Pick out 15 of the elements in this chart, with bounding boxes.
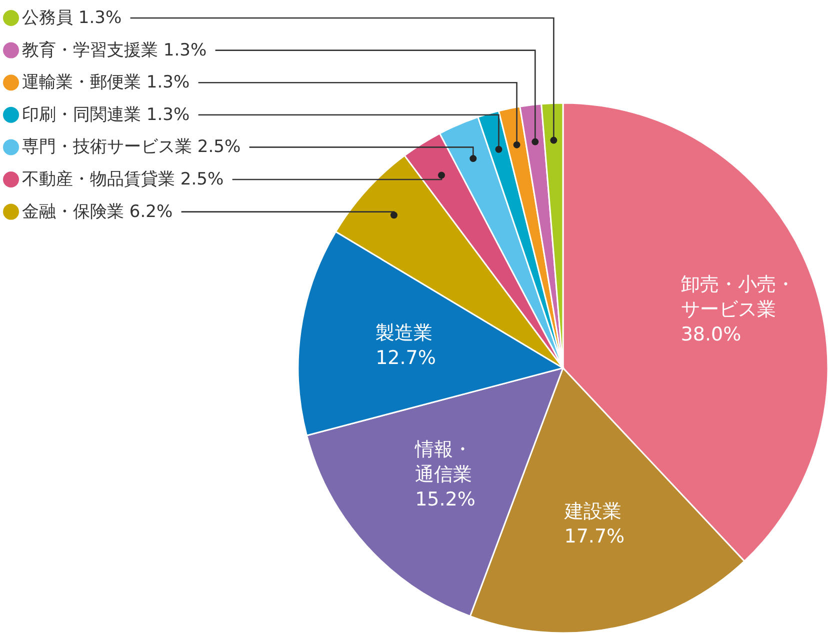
legend-label: 公務員 1.3% — [22, 8, 122, 28]
legend-label: 専門・技術サービス業 2.5% — [22, 137, 241, 158]
legend-label: 印刷・同関連業 1.3% — [22, 104, 190, 125]
legend-label: 教育・学習支援業 1.3% — [22, 40, 207, 60]
data-label: 15.2% — [415, 488, 476, 511]
data-label: 38.0% — [680, 323, 742, 346]
slice-label: 情報・通信業 — [414, 438, 472, 486]
legend-label: 不動産・物品賃貸業 2.5% — [22, 170, 224, 190]
legend-label: 金融・保険業 6.2% — [22, 202, 173, 222]
slice-label: 卸売・小売・サービス業 — [680, 273, 795, 320]
slice-label: 製造業 — [376, 322, 433, 344]
legend-label: 運輸業・郵便業 1.3% — [22, 72, 190, 93]
data-label: 17.7% — [564, 525, 625, 548]
data-label: 12.7% — [376, 347, 436, 370]
slice-label: 建設業 — [563, 500, 622, 522]
